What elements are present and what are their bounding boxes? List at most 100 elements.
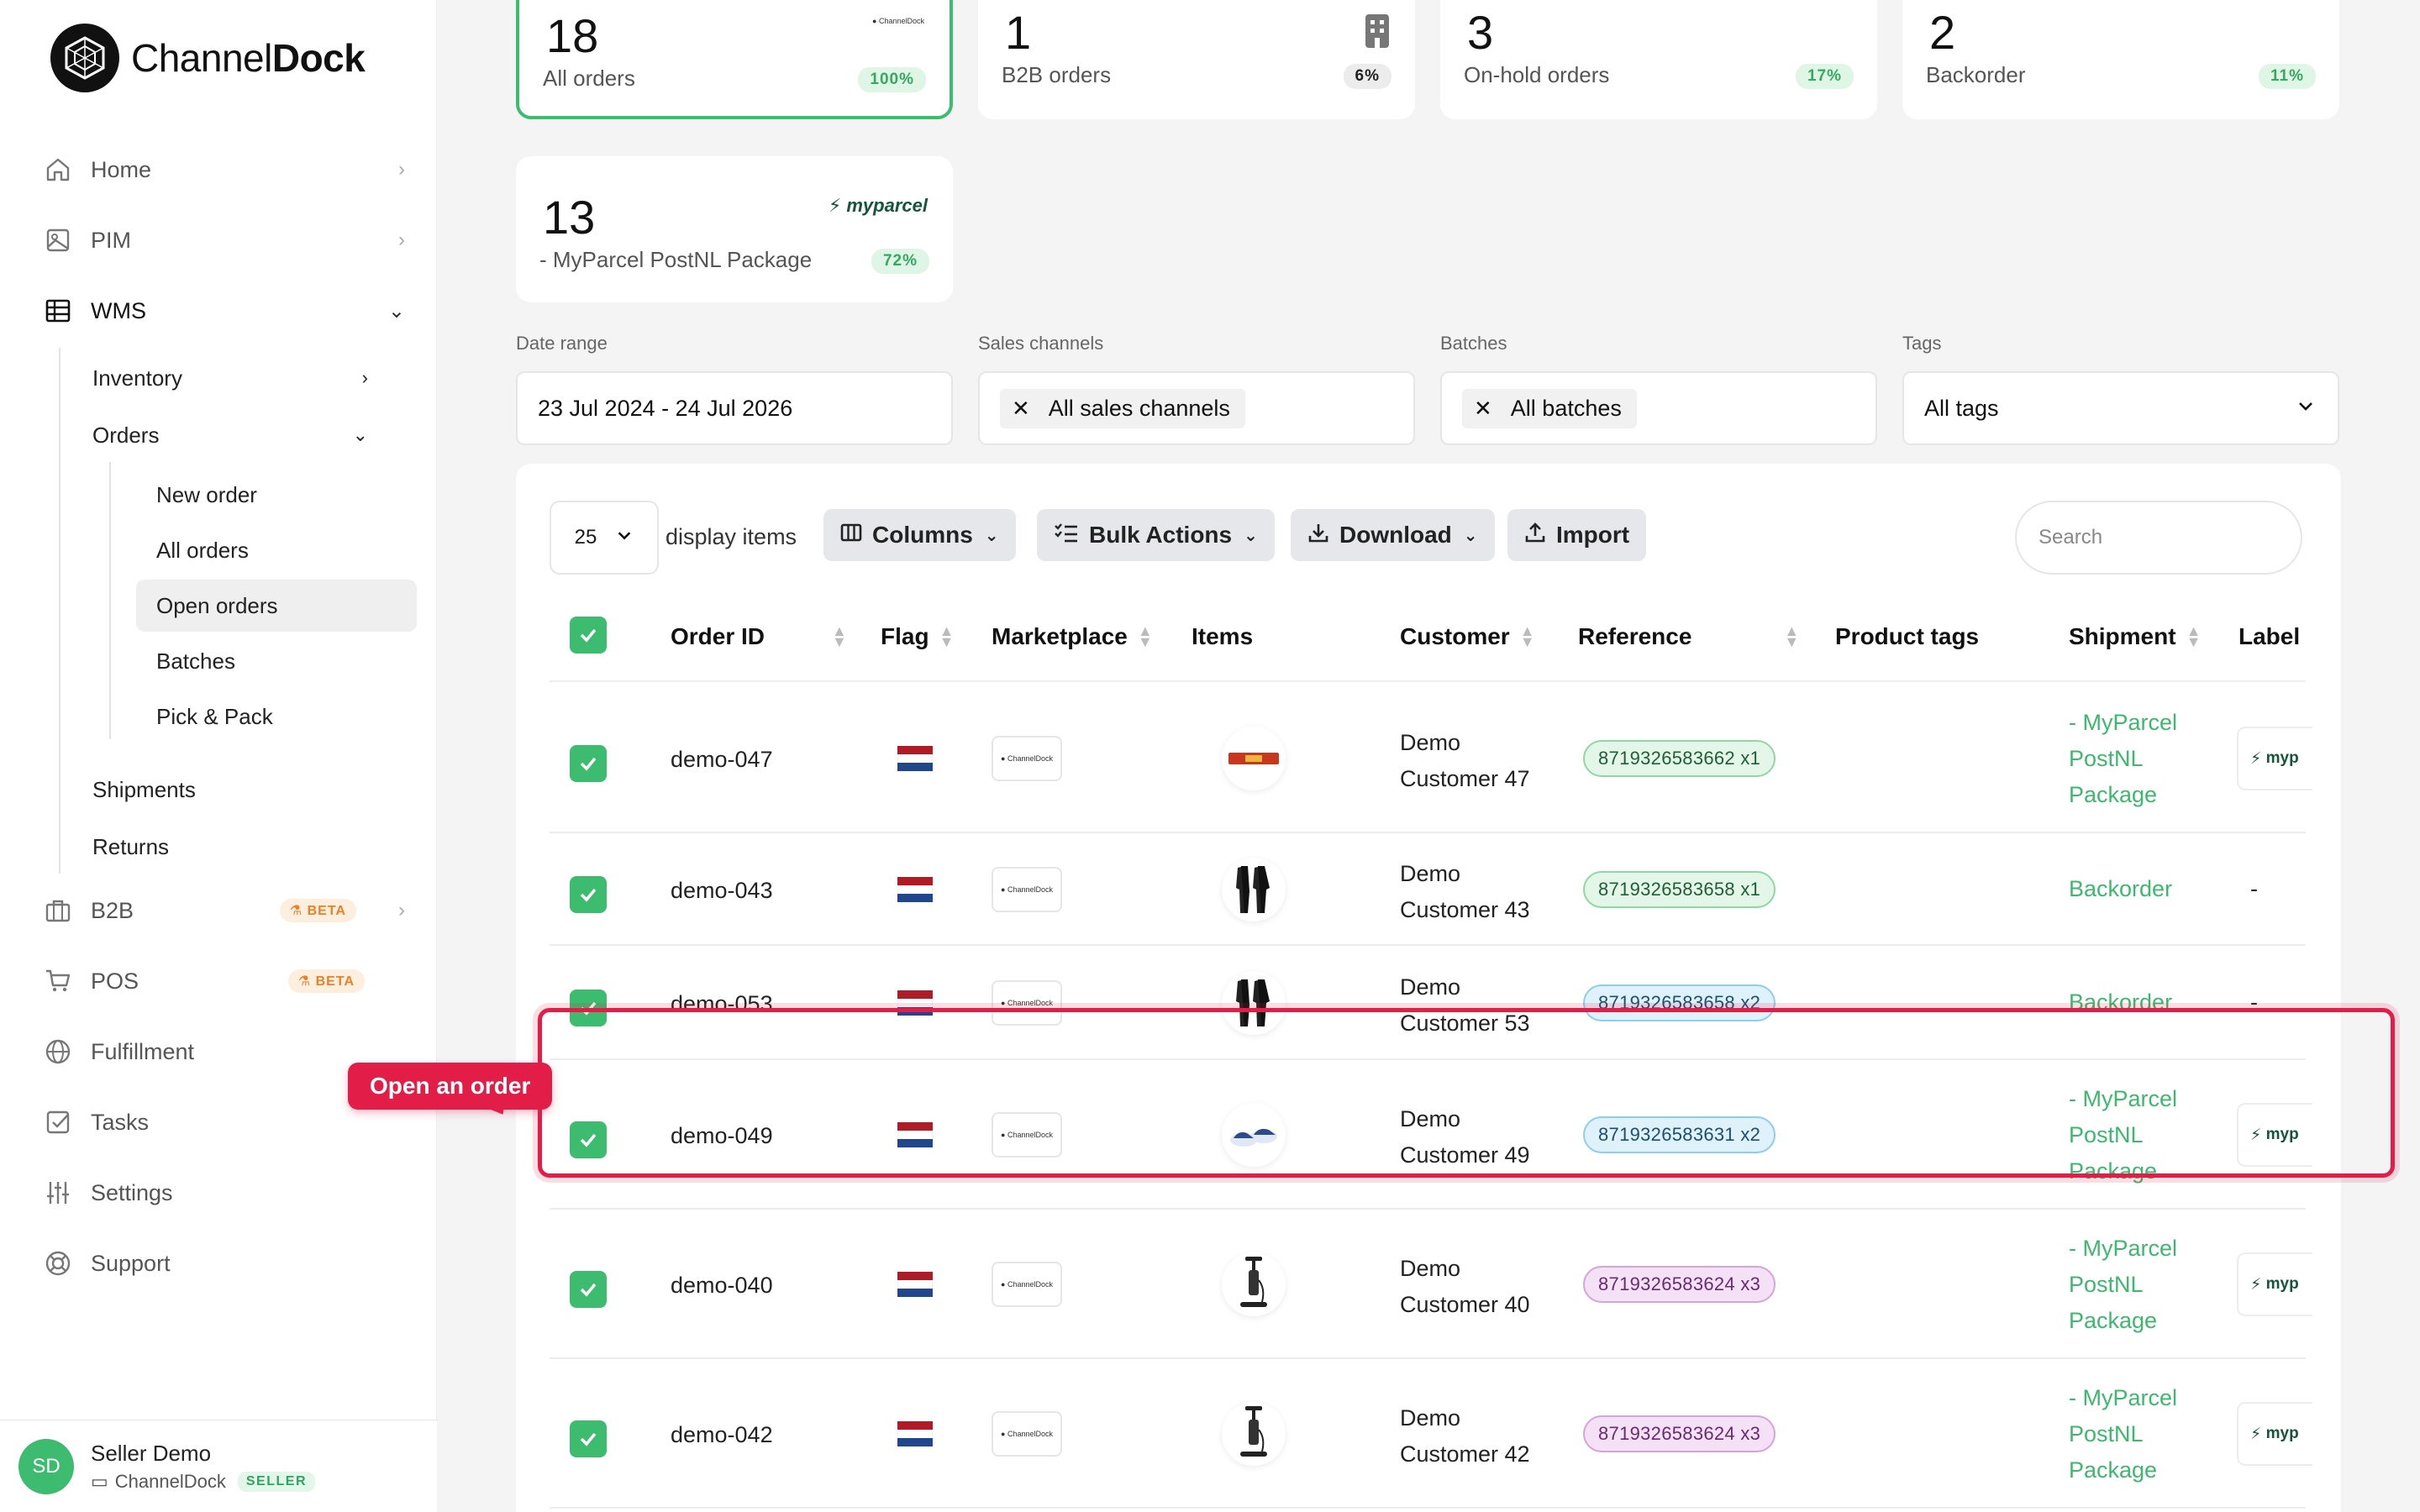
- product-thumbnail[interactable]: [1222, 971, 1286, 1035]
- user-profile[interactable]: SD Seller Demo ▭ ChannelDock SELLER: [0, 1420, 437, 1512]
- product-thumbnail[interactable]: [1222, 727, 1286, 790]
- stat-card-b2b-orders[interactable]: 1 B2B orders 6%: [978, 0, 1415, 119]
- stat-card-on-hold-orders[interactable]: 3 On-hold orders 17%: [1440, 0, 1877, 119]
- nav-pick-pack[interactable]: Pick & Pack: [156, 703, 273, 729]
- row-checkbox[interactable]: [570, 876, 607, 913]
- header-customer[interactable]: Customer ▲ ▼: [1400, 622, 1535, 650]
- shipment-method[interactable]: - MyParcel PostNL Package: [2069, 1086, 2178, 1184]
- product-thumbnail[interactable]: [1222, 1252, 1286, 1316]
- header-items: Items: [1192, 623, 1254, 649]
- close-icon[interactable]: ✕: [1474, 395, 1492, 421]
- download-button[interactable]: Download ⌄: [1291, 509, 1495, 561]
- shipment-method[interactable]: - MyParcel PostNL Package: [2069, 1385, 2178, 1483]
- per-page-select[interactable]: 25: [550, 501, 659, 575]
- reference-badge: 8719326583662 x1: [1583, 740, 1776, 777]
- globe-icon: [44, 1037, 72, 1066]
- stat-count: 18: [546, 9, 599, 62]
- sales-channels-select[interactable]: ✕ All sales channels: [978, 371, 1415, 445]
- table-row[interactable]: demo-040 ● ChannelDock Demo Customer 40 8…: [550, 1210, 2312, 1359]
- checkbox-icon: [44, 1108, 72, 1137]
- stat-percentage: 72%: [871, 249, 929, 274]
- nav-b2b[interactable]: B2B ⚗ BETA ›: [44, 887, 405, 934]
- myparcel-label-button[interactable]: ⚡ myp: [2237, 1402, 2312, 1466]
- nav-tasks[interactable]: Tasks: [44, 1099, 405, 1146]
- nav-shipments[interactable]: Shipments: [92, 766, 378, 813]
- myparcel-logo-icon: ⚡: [2250, 749, 2262, 768]
- order-id[interactable]: demo-047: [671, 747, 773, 772]
- nav-fulfillment[interactable]: Fulfillment: [44, 1028, 405, 1075]
- nav-home[interactable]: Home ›: [44, 146, 405, 193]
- order-id[interactable]: demo-049: [671, 1123, 773, 1148]
- tags-select[interactable]: All tags: [1902, 371, 2339, 445]
- nav-inventory-label: Inventory: [92, 365, 182, 391]
- myparcel-label-button[interactable]: ⚡ myp: [2237, 1103, 2312, 1167]
- nav-batches[interactable]: Batches: [156, 648, 235, 674]
- header-marketplace[interactable]: Marketplace ▲ ▼: [992, 622, 1153, 650]
- table-row[interactable]: demo-047 ● ChannelDock Demo Customer 47 8…: [550, 684, 2312, 833]
- nav-wms[interactable]: WMS ⌄: [44, 287, 405, 334]
- order-id[interactable]: demo-053: [671, 991, 773, 1016]
- stat-percentage: 11%: [2259, 64, 2316, 89]
- image-icon: [44, 226, 72, 255]
- nav-shipments-label: Shipments: [92, 776, 196, 802]
- netherlands-flag-icon: [897, 1272, 933, 1297]
- nav-orders[interactable]: Orders ⌄: [92, 412, 378, 459]
- nav-all-orders[interactable]: All orders: [156, 537, 249, 563]
- nav-settings[interactable]: Settings: [44, 1169, 405, 1216]
- date-range-label: Date range: [516, 333, 608, 354]
- customer-name: Demo Customer 49: [1400, 1106, 1530, 1168]
- search-input[interactable]: Search: [2015, 501, 2302, 575]
- table-row[interactable]: demo-049 ● ChannelDock Demo Customer 49 8…: [550, 1060, 2312, 1210]
- select-all-checkbox[interactable]: [570, 617, 607, 654]
- row-checkbox[interactable]: [570, 745, 607, 782]
- row-checkbox[interactable]: [570, 1420, 607, 1457]
- columns-button[interactable]: Columns ⌄: [823, 509, 1016, 561]
- shipment-method[interactable]: Backorder: [2069, 876, 2173, 901]
- close-icon[interactable]: ✕: [1012, 395, 1030, 421]
- table-row[interactable]: demo-053 ● ChannelDock Demo Customer 53 8…: [550, 946, 2306, 1060]
- shipment-method[interactable]: - MyParcel PostNL Package: [2069, 1236, 2178, 1333]
- avatar: SD: [18, 1439, 74, 1494]
- myparcel-label-button[interactable]: ⚡ myp: [2237, 1252, 2312, 1316]
- table-row[interactable]: demo-042 ● ChannelDock Demo Customer 42 8…: [550, 1359, 2312, 1509]
- stat-card-all-orders[interactable]: 18 All orders ● ChannelDock 100%: [516, 0, 953, 119]
- nav-returns-label: Returns: [92, 833, 170, 859]
- stat-card-backorder[interactable]: 2 Backorder 11%: [1902, 0, 2339, 119]
- bulk-actions-button[interactable]: Bulk Actions ⌄: [1037, 509, 1275, 561]
- myparcel-label-button[interactable]: ⚡ myp: [2237, 727, 2312, 790]
- product-thumbnail[interactable]: [1222, 1103, 1286, 1167]
- cart-icon: [44, 967, 72, 995]
- header-reference[interactable]: Reference ▲ ▼: [1578, 622, 1800, 650]
- header-order-id[interactable]: Order ID ▲ ▼: [671, 622, 847, 650]
- header-flag[interactable]: Flag ▲ ▼: [881, 622, 955, 650]
- order-id[interactable]: demo-040: [671, 1273, 773, 1298]
- import-button[interactable]: Import: [1507, 509, 1647, 561]
- nav-support[interactable]: Support: [44, 1240, 405, 1287]
- order-id[interactable]: demo-043: [671, 878, 773, 903]
- nav-new-order[interactable]: New order: [156, 481, 257, 507]
- table-row[interactable]: demo-043 ● ChannelDock Demo Customer 43 8…: [550, 833, 2306, 946]
- row-checkbox[interactable]: [570, 1121, 607, 1158]
- shipment-method[interactable]: - MyParcel PostNL Package: [2069, 710, 2178, 807]
- order-id[interactable]: demo-042: [671, 1422, 773, 1447]
- nav-pos[interactable]: POS ⚗ BETA: [44, 958, 405, 1005]
- beta-badge: ⚗ BETA: [279, 899, 356, 922]
- date-range-input[interactable]: 23 Jul 2024 - 24 Jul 2026: [516, 371, 953, 445]
- stat-card-myparcel[interactable]: 13 - MyParcel PostNL Package ⚡ myparcel …: [516, 156, 953, 302]
- product-thumbnail[interactable]: [1222, 858, 1286, 921]
- netherlands-flag-icon: [897, 1122, 933, 1147]
- nav-inventory[interactable]: Inventory ›: [92, 354, 378, 402]
- nav-returns[interactable]: Returns: [92, 823, 378, 870]
- nav-settings-label: Settings: [91, 1179, 173, 1205]
- channeldock-logo-icon: [50, 24, 119, 92]
- header-shipment[interactable]: Shipment ▲ ▼: [2069, 622, 2202, 650]
- chevron-down-icon: ⌄: [352, 424, 368, 445]
- row-checkbox[interactable]: [570, 1271, 607, 1308]
- nav-pim[interactable]: PIM ›: [44, 217, 405, 264]
- header-label: Label: [2238, 623, 2301, 649]
- batches-select[interactable]: ✕ All batches: [1440, 371, 1877, 445]
- brand-logo[interactable]: ChannelDock: [50, 24, 366, 92]
- chevron-right-icon: ›: [398, 158, 405, 181]
- product-thumbnail[interactable]: [1222, 1402, 1286, 1466]
- nav-open-orders[interactable]: Open orders: [136, 580, 417, 632]
